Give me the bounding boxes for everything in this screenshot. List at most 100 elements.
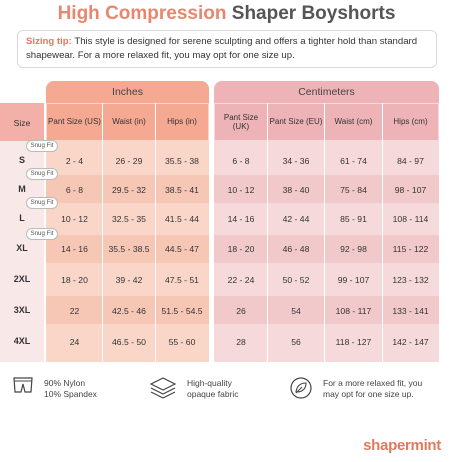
- pant-eu-cell: 42 - 44: [282, 214, 310, 224]
- waist-in-cell: 29.5 - 32: [112, 185, 146, 195]
- pant-us-cell: 14 - 16: [61, 244, 88, 254]
- hips-in-cell: 35.5 - 38: [165, 156, 199, 166]
- title-accent: High Compression: [57, 3, 227, 24]
- divider: [267, 103, 268, 362]
- pant-uk-cell: 26: [236, 306, 246, 316]
- pant-us-cell: 10 - 12: [61, 214, 88, 224]
- hips-cm-cell: 98 - 107: [394, 185, 427, 195]
- hips-cm-header: Hips (cm): [383, 104, 438, 140]
- waist-cm-cell: 75 - 84: [340, 185, 367, 195]
- size-label: 4XL: [13, 336, 31, 346]
- pant-us-cell: 2 - 4: [65, 156, 84, 166]
- sizing-tip-text: This style is designed for serene sculpt…: [26, 36, 418, 61]
- hips-cm-cell: 115 - 122: [392, 244, 429, 254]
- brand-logo: shapermint: [363, 437, 441, 454]
- pant-us-header: Pant Size (US): [47, 104, 102, 140]
- waist-cm-cell: 92 - 98: [340, 244, 367, 254]
- fabric-composition: 90% Nylon 10% Spandex: [44, 378, 97, 400]
- hips-cm-cell: 84 - 97: [397, 156, 424, 166]
- waist-in-cell: 35.5 - 38.5: [108, 244, 150, 254]
- sizing-tip-label: Sizing tip:: [26, 36, 72, 47]
- pant-uk-cell: 28: [236, 337, 246, 347]
- quality-line-1: High-quality: [187, 378, 232, 388]
- hips-in-cell: 51.5 - 54.5: [161, 306, 203, 316]
- row-band-cm-3xl: [214, 296, 439, 324]
- size-label: XL: [16, 243, 28, 253]
- inches-label: Inches: [112, 86, 143, 98]
- fit-line-2: may opt for one size up.: [323, 389, 414, 399]
- fabric-line-2: 10% Spandex: [44, 389, 97, 399]
- row-band-inches-3xl: [46, 296, 209, 324]
- fit-note: For a more relaxed fit, you may opt for …: [323, 378, 422, 400]
- pant-eu-cell: 56: [291, 337, 301, 347]
- size-label: S: [18, 155, 25, 165]
- size-label: 3XL: [13, 305, 31, 315]
- waist-in-cell: 42.5 - 46: [112, 306, 146, 316]
- snug-fit-tag: Snug Fit: [26, 228, 58, 240]
- divider: [382, 103, 383, 362]
- fit-line-1: For a more relaxed fit, you: [323, 378, 423, 388]
- quality-line-2: opaque fabric: [187, 389, 239, 399]
- pant-eu-cell: 50 - 52: [282, 275, 310, 285]
- waist-cm-header: Waist (cm): [325, 104, 382, 140]
- hips-in-cell: 44.5 - 47: [165, 244, 199, 254]
- pant-us-cell: 18 - 20: [61, 275, 88, 285]
- size-label: 2XL: [13, 274, 31, 284]
- pant-uk-cell: 22 - 24: [227, 275, 255, 285]
- hips-in-cell: 47.5 - 51: [165, 275, 199, 285]
- size-label: L: [19, 213, 25, 223]
- hips-cm-cell: 133 - 141: [392, 306, 429, 316]
- fabric-quality: High-quality opaque fabric: [187, 378, 239, 400]
- size-header: Size: [13, 118, 31, 128]
- row-band-cm-m: [214, 175, 439, 203]
- row-band-inches-m: [46, 175, 209, 203]
- waist-in-cell: 39 - 42: [115, 275, 143, 285]
- hips-in-cell: 38.5 - 41: [165, 185, 199, 195]
- hips-in-cell: 41.5 - 44: [165, 214, 199, 224]
- inches-header: [46, 81, 209, 103]
- pant-us-cell: 24: [69, 337, 80, 347]
- pant-eu-header: Pant Size (EU): [268, 104, 324, 140]
- hips-in-cell: 55 - 60: [168, 337, 196, 347]
- pant-eu-cell: 46 - 48: [282, 244, 310, 254]
- row-band-inches-xl: [46, 235, 209, 263]
- waist-in-cell: 32.5 - 35: [112, 214, 146, 224]
- pant-us-cell: 22: [69, 306, 80, 316]
- title-rest: Shaper Boyshorts: [231, 3, 396, 24]
- centimeters-header: [214, 81, 439, 103]
- pant-eu-cell: 38 - 40: [282, 185, 310, 195]
- waist-in-cell: 46.5 - 50: [112, 337, 146, 347]
- pant-us-cell: 6 - 8: [65, 185, 84, 195]
- snug-fit-tag: Snug Fit: [26, 168, 58, 180]
- waist-cm-cell: 99 - 107: [337, 275, 370, 285]
- pant-eu-cell: 34 - 36: [282, 156, 310, 166]
- sizing-tip-box: Sizing tip: This style is designed for s…: [17, 30, 437, 68]
- divider: [102, 103, 103, 362]
- page-title: High Compression Shaper Boyshorts: [0, 2, 453, 26]
- hips-in-header: Hips (in): [156, 104, 208, 140]
- waist-cm-cell: 108 - 117: [335, 306, 372, 316]
- pant-uk-cell: 18 - 20: [227, 244, 255, 254]
- pant-uk-cell: 14 - 16: [227, 214, 255, 224]
- divider: [324, 103, 325, 362]
- hips-cm-cell: 123 - 132: [392, 275, 429, 285]
- pant-uk-header: Pant Size (UK): [215, 104, 267, 140]
- waist-cm-cell: 61 - 74: [340, 156, 367, 166]
- leaf-fit-icon: [289, 376, 313, 405]
- row-band-cm-xl: [214, 235, 439, 263]
- fabric-layers-icon: [148, 376, 178, 405]
- hips-cm-cell: 108 - 114: [392, 214, 429, 224]
- size-label: M: [18, 184, 26, 194]
- shorts-icon: [12, 376, 34, 401]
- pant-uk-cell: 6 - 8: [232, 156, 250, 166]
- divider: [155, 103, 156, 362]
- waist-in-header: Waist (in): [103, 104, 155, 140]
- pant-eu-cell: 54: [291, 306, 301, 316]
- snug-fit-tag: Snug Fit: [26, 197, 58, 209]
- centimeters-label: Centimeters: [298, 86, 355, 98]
- waist-in-cell: 26 - 29: [115, 156, 143, 166]
- snug-fit-tag: Snug Fit: [26, 140, 58, 152]
- hips-cm-cell: 142 - 147: [392, 337, 429, 347]
- pant-uk-cell: 10 - 12: [227, 185, 255, 195]
- waist-cm-cell: 85 - 91: [340, 214, 367, 224]
